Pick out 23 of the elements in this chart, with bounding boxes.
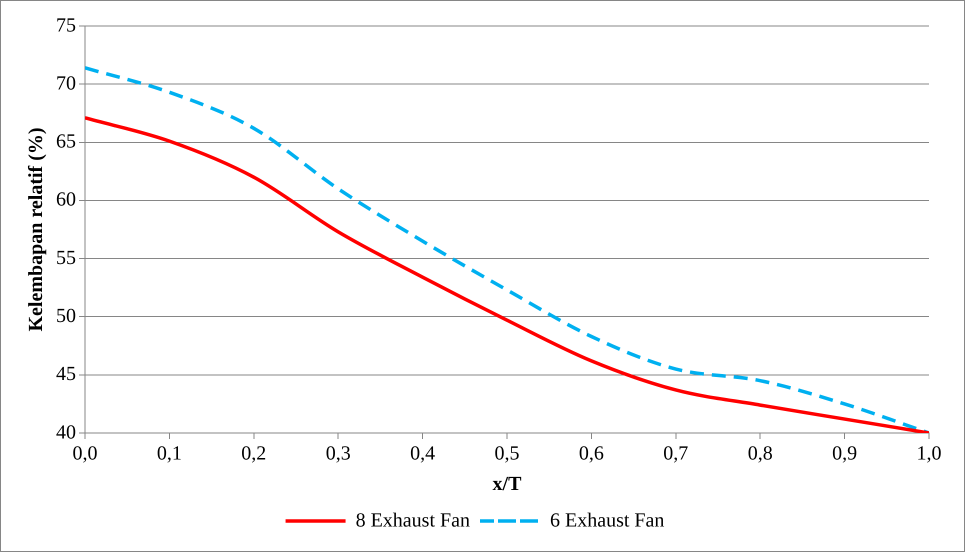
x-tick-label: 0,5 <box>494 442 520 464</box>
y-tick-label: 40 <box>56 421 76 444</box>
y-tick-label: 60 <box>56 188 76 211</box>
y-tick-label: 75 <box>56 14 76 36</box>
x-tick-label: 0,0 <box>72 442 98 464</box>
x-tick-label: 0,3 <box>326 442 351 464</box>
x-tick-label: 0,9 <box>832 442 858 464</box>
y-tick-label: 55 <box>56 246 76 269</box>
legend-label: 6 Exhaust Fan <box>550 509 664 532</box>
x-tick-label: 0,4 <box>410 442 436 464</box>
x-tick-label: 0,1 <box>156 442 182 464</box>
x-axis-title: x/T <box>492 473 522 496</box>
x-tick-label: 0,8 <box>748 442 773 464</box>
x-tick-label: 1,0 <box>916 442 942 464</box>
x-tick-label: 0,2 <box>241 442 266 464</box>
y-tick-label: 65 <box>56 130 76 153</box>
x-tick-label: 0,6 <box>578 442 604 464</box>
y-tick-label: 45 <box>56 363 76 386</box>
x-tick-label: 0,7 <box>663 442 688 464</box>
legend-label: 8 Exhaust Fan <box>356 509 470 532</box>
y-tick-label: 70 <box>56 72 76 94</box>
y-axis-title: Kelembapan relatif (%) <box>25 127 48 332</box>
y-tick-label: 50 <box>56 304 76 327</box>
